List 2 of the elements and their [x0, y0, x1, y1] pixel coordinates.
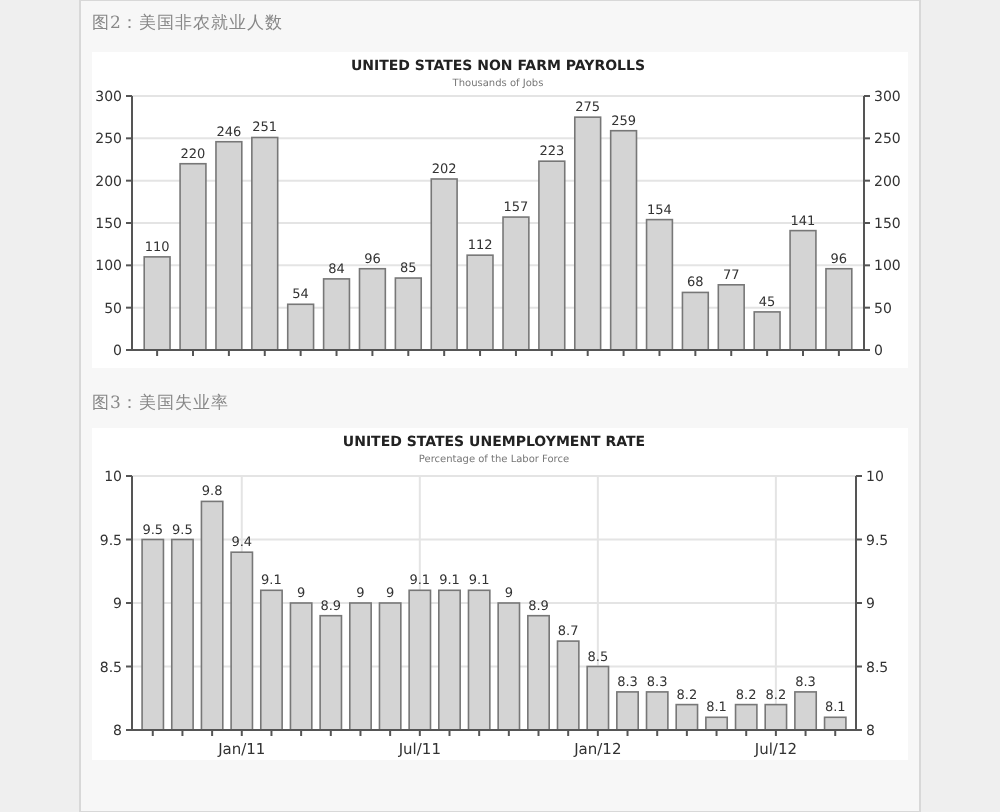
- caption: 图3：美国失业率: [92, 392, 229, 414]
- caption: 图2：美国非农就业人数: [92, 12, 283, 34]
